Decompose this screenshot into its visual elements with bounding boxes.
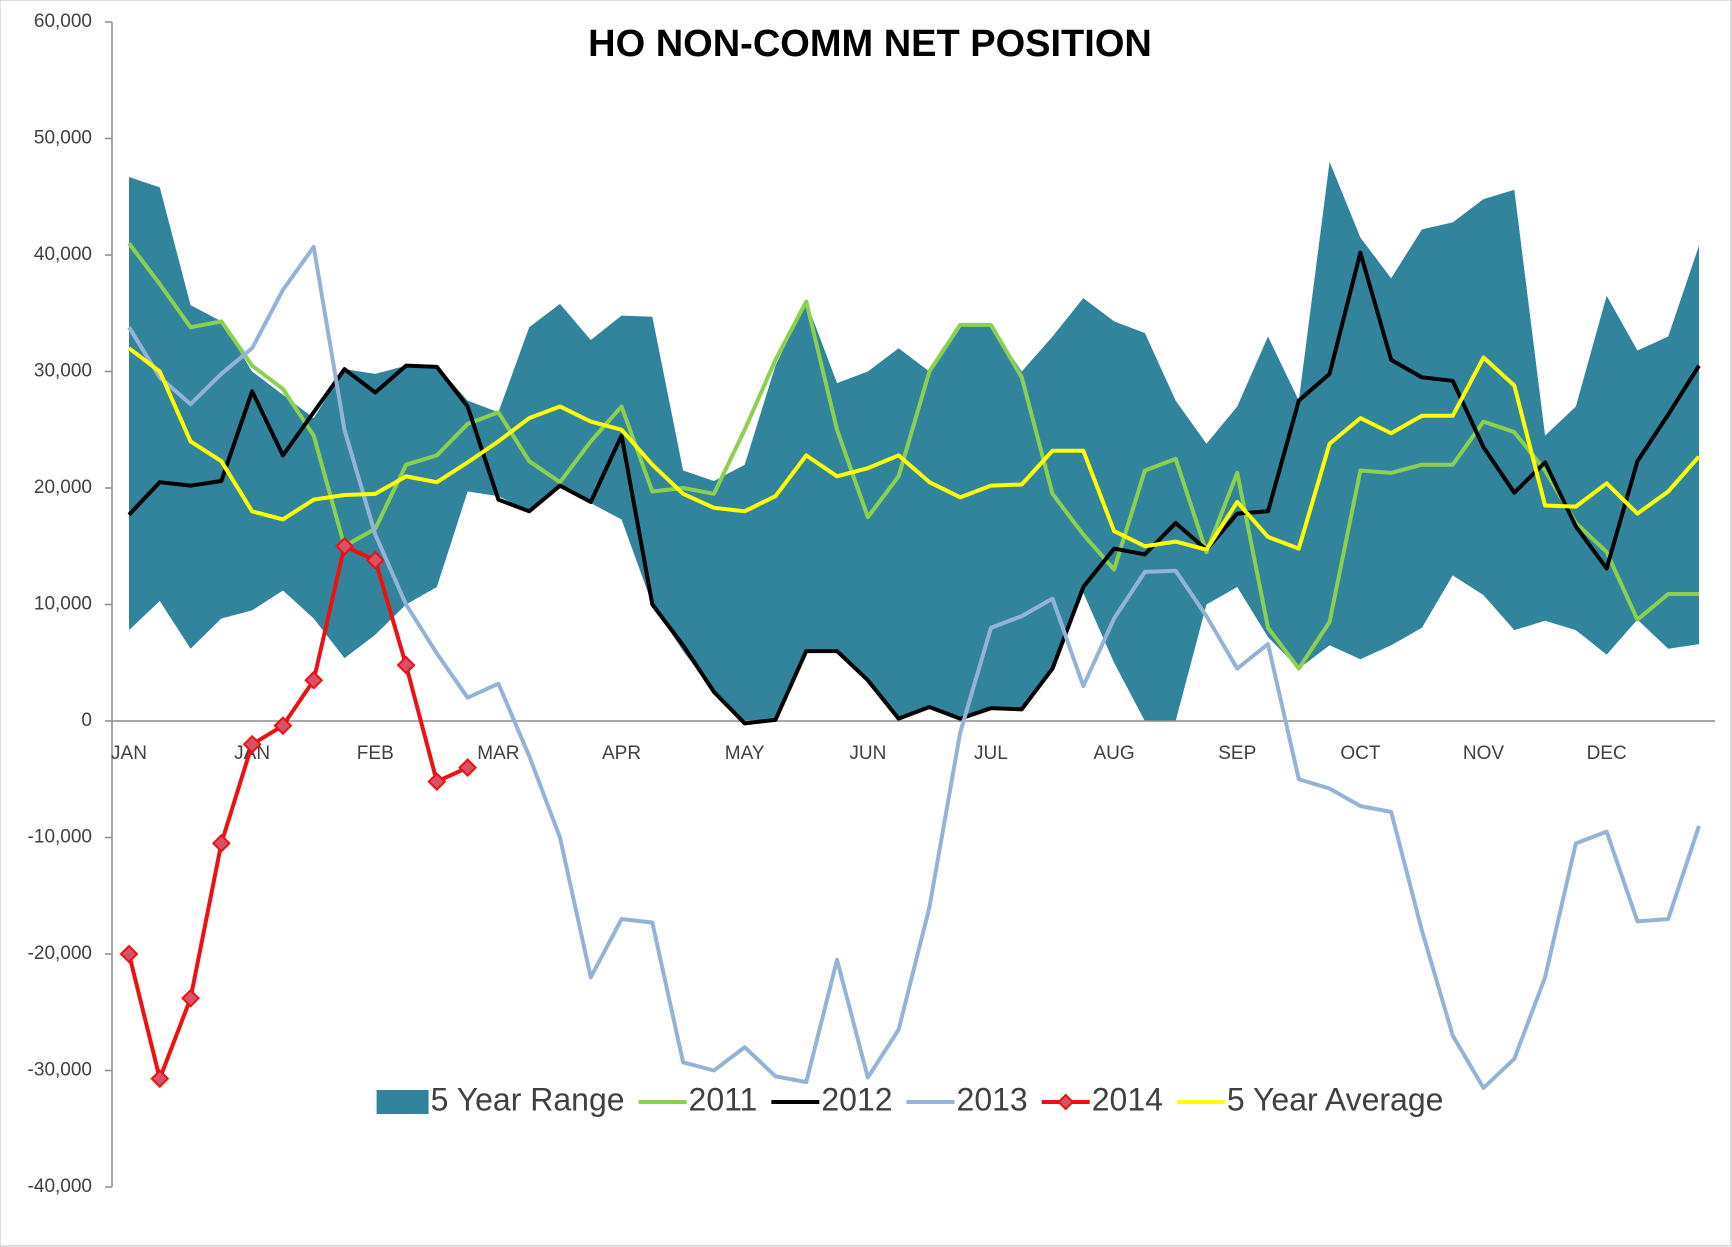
series-line [127,242,1699,671]
x-tick-label: MAY [725,743,765,764]
x-tick-label: JUL [974,743,1008,764]
series-line [127,346,1701,552]
series-line [127,244,1701,1090]
y-tick-label: 50,000 [34,128,92,149]
legend: 5 Year Range 2011 2012 2013 2014 5 Year Avera… [376,1081,1444,1117]
range-band [129,161,1699,725]
series-line [127,250,1701,726]
point-marker [365,550,385,570]
x-tick-label: OCT [1340,743,1381,764]
legend-label: 5 Year Average [1227,1081,1444,1117]
x-tick-label: JAN [111,743,147,764]
point-marker [458,758,478,778]
y-tick-label: 60,000 [34,11,92,32]
y-tick-label: 10,000 [34,594,92,615]
point-marker [396,655,416,675]
series-line [127,544,469,1081]
x-tick-label: FEB [357,743,394,764]
legend-marker [1057,1093,1075,1111]
y-tick-label: -30,000 [28,1060,92,1081]
x-tick-label: DEC [1587,743,1627,764]
point-marker [335,536,354,556]
legend-label: 2013 [957,1081,1028,1117]
y-tick-label: -40,000 [28,1176,92,1197]
point-marker [427,772,447,791]
point-marker [119,944,139,964]
point-marker [211,833,231,853]
point-marker [242,734,262,754]
x-tick-label: MAR [477,743,519,764]
chart-title: HO NON-COMM NET POSITION [588,23,1152,65]
point-marker [150,1069,170,1089]
x-tick-label: APR [602,743,641,764]
point-marker [304,670,324,690]
point-marker [273,716,293,736]
y-tick-label: 20,000 [34,477,92,498]
legend-swatch [376,1090,429,1114]
x-tick-label: AUG [1094,743,1135,764]
legend-label: 2012 [821,1081,892,1117]
y-tick-label: 0 [81,710,92,731]
x-tick-label: NOV [1463,743,1505,764]
x-tick-label: JUN [849,743,886,764]
legend-label: 2014 [1092,1081,1163,1117]
y-tick-label: -20,000 [28,943,92,964]
x-tick-label: SEP [1218,743,1256,764]
legend-label: 2011 [689,1081,758,1117]
y-tick-label: 40,000 [34,244,92,265]
y-tick-label: -10,000 [28,827,92,848]
legend-label: 5 Year Range [431,1081,625,1117]
point-marker [181,988,200,1008]
y-tick-label: 30,000 [34,361,92,382]
